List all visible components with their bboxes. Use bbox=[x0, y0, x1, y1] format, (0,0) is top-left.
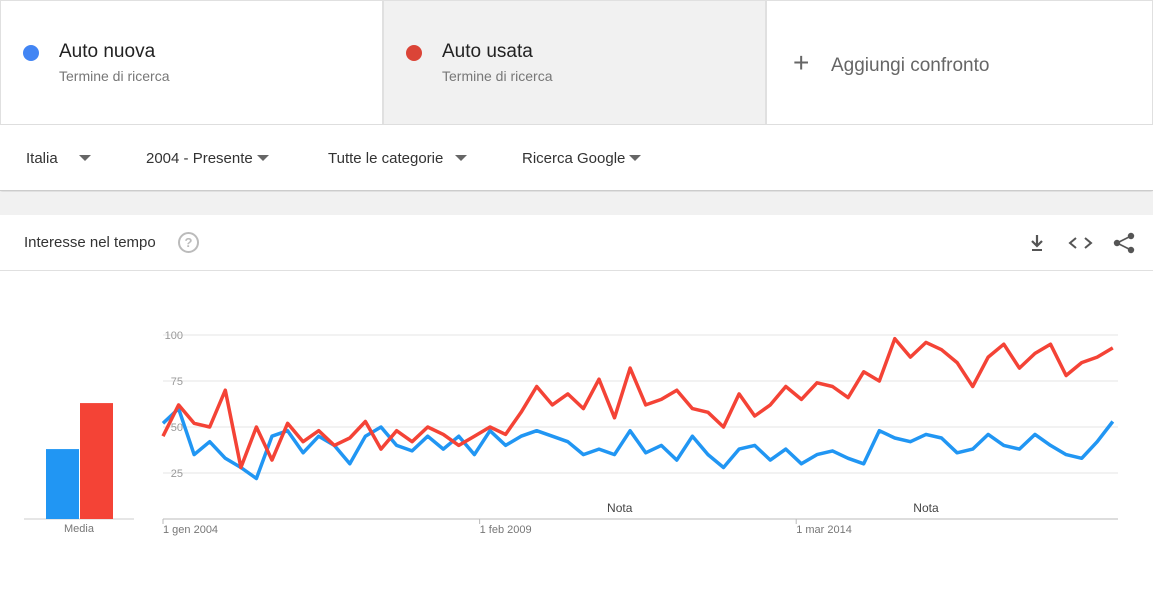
section-title: Interesse nel tempo bbox=[24, 234, 156, 251]
term-name: Auto usata bbox=[442, 41, 533, 62]
plus-icon: + bbox=[793, 47, 810, 78]
help-icon[interactable]: ? bbox=[178, 232, 199, 253]
x-tick-label: Media bbox=[64, 523, 95, 535]
filter[interactable]: Italia bbox=[26, 150, 58, 167]
filter-bar bbox=[0, 125, 1153, 191]
x-tick-label: 1 feb 2009 bbox=[480, 524, 532, 536]
series-line bbox=[161, 406, 1115, 481]
term-card[interactable]: Auto nuova Termine di ricerca bbox=[0, 0, 383, 125]
embed-icon[interactable] bbox=[1068, 237, 1093, 249]
y-tick-label: 25 bbox=[171, 468, 183, 480]
term-subtitle: Termine di ricerca bbox=[59, 68, 170, 84]
download-icon[interactable] bbox=[1031, 235, 1043, 251]
filter[interactable]: Tutte le categorie bbox=[328, 150, 444, 167]
dropdown-arrow bbox=[79, 155, 91, 161]
separator bbox=[0, 192, 1153, 215]
x-tick-label: 1 gen 2004 bbox=[163, 524, 218, 536]
add-compare[interactable]: + Aggiungi confronto bbox=[766, 0, 1153, 125]
dropdown-arrow bbox=[629, 155, 641, 161]
toolbar bbox=[1031, 232, 1135, 254]
term-name: Auto nuova bbox=[59, 41, 156, 62]
share-icon[interactable] bbox=[1113, 232, 1135, 254]
y-tick-label: 100 bbox=[165, 330, 183, 342]
annotation: Nota bbox=[607, 501, 633, 515]
term-dot bbox=[406, 45, 422, 61]
term-subtitle: Termine di ricerca bbox=[442, 68, 553, 84]
filter[interactable]: 2004 - Presente bbox=[146, 150, 253, 167]
term-dot bbox=[23, 45, 39, 61]
x-tick-label: 1 mar 2014 bbox=[796, 524, 852, 536]
divider bbox=[0, 270, 1153, 271]
y-tick-label: 50 bbox=[171, 422, 183, 434]
dropdown-arrow bbox=[455, 155, 467, 161]
y-tick-label: 75 bbox=[171, 376, 183, 388]
term-card[interactable]: Auto usata Termine di ricerca bbox=[383, 0, 766, 125]
add-compare-label: Aggiungi confronto bbox=[831, 55, 990, 76]
annotation: Nota bbox=[913, 501, 939, 515]
filter[interactable]: Ricerca Google bbox=[522, 150, 626, 167]
dropdown-arrow bbox=[257, 155, 269, 161]
chart: Media 25 50 75 100 1 gen 2004 1 feb 2009 1 mar … bbox=[24, 330, 1118, 536]
series-line bbox=[161, 336, 1114, 470]
bar bbox=[46, 449, 79, 519]
bar bbox=[80, 403, 113, 519]
